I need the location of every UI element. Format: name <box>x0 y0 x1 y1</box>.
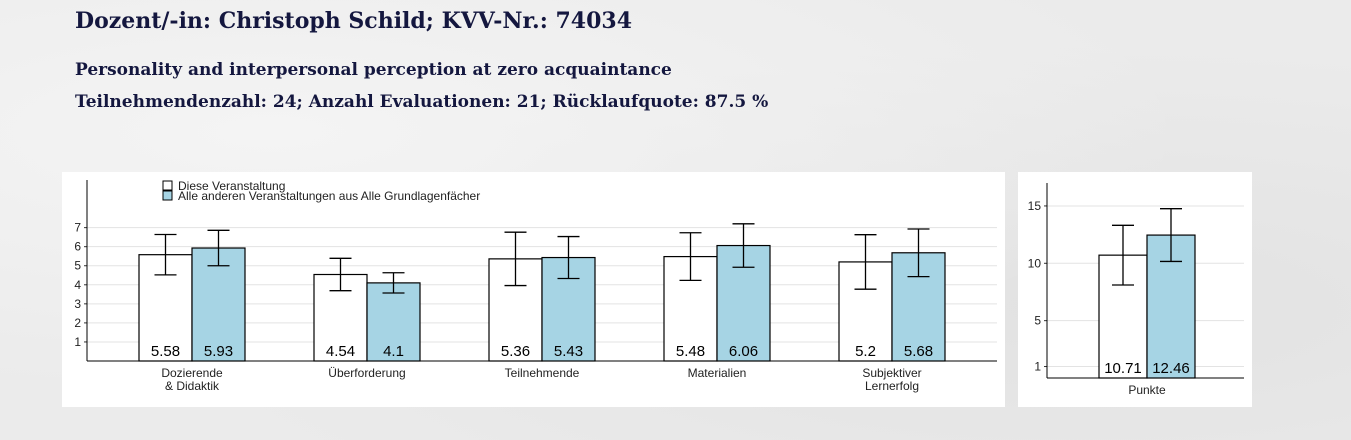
legend-label: Diese Veranstaltung <box>178 179 285 193</box>
value-label: 10.71 <box>1104 360 1142 377</box>
error-bar <box>207 229 230 267</box>
bar <box>138 254 193 362</box>
x-tick-label: Punkte <box>1128 383 1166 397</box>
error-bar <box>154 233 177 276</box>
y-tick-label: 3 <box>74 297 81 311</box>
value-label: 4.54 <box>326 343 355 360</box>
course-title: Personality and interpersonal perception… <box>75 60 672 80</box>
x-tick-label: Dozierende & Didaktik <box>161 366 223 393</box>
bar <box>366 282 421 362</box>
error-bar <box>382 272 405 294</box>
error-bar <box>1112 224 1134 286</box>
value-label: 12.46 <box>1152 360 1190 377</box>
main-chart: 1 2 3 4 5 6 7 Dozierende & Didaktik 5.58 5.93 Überf… <box>62 172 1005 407</box>
y-tick-label: 10 <box>1028 256 1042 270</box>
value-label: 5.43 <box>554 343 583 360</box>
error-bar <box>1160 208 1182 263</box>
legend-swatch <box>162 180 173 191</box>
legend-label: Alle anderen Veranstaltungen aus Alle Gr… <box>178 189 480 203</box>
value-label: 5.58 <box>151 343 180 360</box>
value-label: 5.36 <box>501 343 530 360</box>
y-tick-label: 7 <box>74 221 81 235</box>
bar <box>191 247 246 362</box>
x-tick-label: Teilnehmende <box>505 366 580 380</box>
course-stats: Teilnehmendenzahl: 24; Anzahl Evaluation… <box>75 92 769 112</box>
error-bar <box>679 232 702 282</box>
error-bar <box>854 234 877 290</box>
value-label: 5.68 <box>904 343 933 360</box>
value-label: 6.06 <box>729 343 758 360</box>
y-tick-label: 2 <box>74 316 81 330</box>
value-label: 5.2 <box>855 343 876 360</box>
error-bar <box>504 231 527 287</box>
y-tick-label: 1 <box>1034 360 1041 374</box>
page-title: Dozent/-in: Christoph Schild; KVV-Nr.: 7… <box>75 8 633 34</box>
x-tick-label: Überforderung <box>328 366 405 380</box>
y-tick-label: 15 <box>1028 199 1042 213</box>
error-bar <box>329 257 352 292</box>
value-label: 4.1 <box>383 343 404 360</box>
y-tick-label: 5 <box>1034 314 1041 328</box>
legend-swatch <box>162 190 173 201</box>
y-tick-label: 5 <box>74 259 81 273</box>
error-bar <box>907 228 930 278</box>
y-tick-label: 4 <box>74 278 81 292</box>
error-bar <box>732 223 755 268</box>
value-label: 5.48 <box>676 343 705 360</box>
x-tick-label: Subjektiver Lernerfolg <box>862 366 921 393</box>
error-bar <box>557 235 580 280</box>
x-tick-label: Materialien <box>688 366 747 380</box>
y-tick-label: 6 <box>74 240 81 254</box>
y-tick-label: 1 <box>74 335 81 349</box>
value-label: 5.93 <box>204 343 233 360</box>
